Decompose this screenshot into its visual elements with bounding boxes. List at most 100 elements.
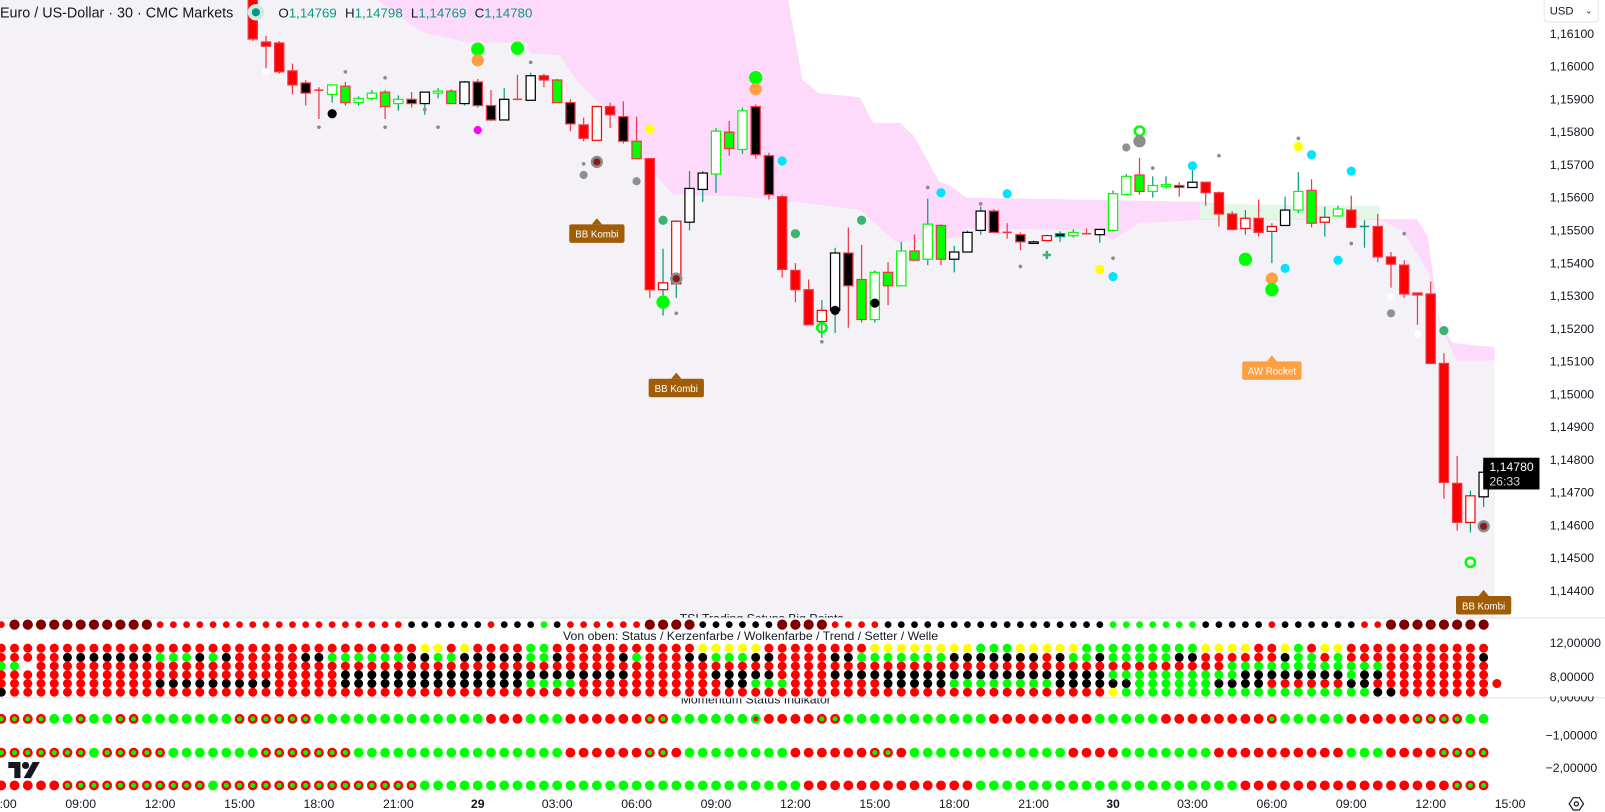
status-dot bbox=[883, 661, 893, 671]
status-dot bbox=[579, 687, 589, 697]
candle bbox=[1266, 223, 1278, 264]
panel2-axis-label: 0,00000 bbox=[1549, 696, 1595, 705]
status-dot bbox=[1439, 687, 1449, 697]
status-dot bbox=[287, 643, 297, 653]
time-axis-label: 15:00 bbox=[224, 796, 255, 812]
status-dot bbox=[115, 643, 125, 653]
status-dot bbox=[168, 643, 178, 653]
status-dot bbox=[142, 670, 152, 680]
tradingview-logo-icon[interactable] bbox=[8, 761, 41, 779]
status-dot bbox=[724, 747, 735, 758]
status-dot bbox=[327, 679, 337, 689]
market-open-dot-icon[interactable] bbox=[247, 4, 265, 21]
status-dot bbox=[102, 661, 112, 671]
status-dot bbox=[565, 747, 576, 758]
candle-body bbox=[1346, 209, 1357, 229]
status-dot bbox=[314, 687, 324, 697]
time-axis-label: 12:00 bbox=[1415, 796, 1447, 812]
status-dot bbox=[76, 687, 86, 697]
status-dot bbox=[737, 747, 748, 758]
status-dot bbox=[752, 621, 760, 629]
status-dot bbox=[923, 687, 933, 697]
status-dot bbox=[248, 652, 258, 662]
candle-body bbox=[551, 79, 563, 104]
status-dot bbox=[685, 661, 695, 671]
status-dot bbox=[618, 661, 628, 671]
status-dot-center bbox=[157, 750, 163, 756]
plus-marker bbox=[1042, 250, 1051, 260]
status-dot bbox=[1108, 713, 1118, 724]
candle-body bbox=[1068, 231, 1079, 237]
chart-settings-icon[interactable] bbox=[1568, 796, 1585, 812]
status-dot bbox=[1017, 621, 1024, 629]
status-dot bbox=[460, 670, 470, 680]
status-dot bbox=[870, 661, 880, 671]
time-axis-label: 18:00 bbox=[938, 796, 970, 812]
status-dot bbox=[234, 747, 245, 758]
status-dot bbox=[1227, 652, 1237, 662]
status-dot bbox=[367, 687, 377, 697]
status-dot bbox=[89, 679, 99, 689]
signal-label-box bbox=[648, 378, 704, 398]
price-axis-label: 1,15000 bbox=[1549, 387, 1595, 402]
gray-dot-marker bbox=[632, 177, 641, 186]
status-dot bbox=[301, 661, 311, 671]
gray-dot-marker bbox=[1386, 309, 1396, 318]
status-dot bbox=[525, 713, 536, 724]
status-dot bbox=[605, 643, 615, 653]
status-dot-center bbox=[237, 782, 242, 788]
status-dot bbox=[499, 780, 510, 791]
tiny-dot-marker bbox=[1150, 166, 1155, 170]
symbol-title[interactable]: Euro / US-Dollar · 30 · CMC Markets bbox=[0, 4, 234, 21]
candle bbox=[856, 244, 867, 323]
status-dot bbox=[460, 679, 470, 689]
status-dot bbox=[0, 687, 6, 697]
status-dot bbox=[1293, 687, 1303, 697]
status-dot-center bbox=[250, 716, 256, 722]
cyan-dot-marker bbox=[1346, 166, 1356, 176]
status-dot bbox=[1095, 670, 1105, 680]
status-dot bbox=[354, 670, 364, 680]
status-dot bbox=[195, 670, 205, 680]
status-dot bbox=[182, 670, 192, 680]
status-dot bbox=[1333, 713, 1343, 724]
status-dot bbox=[671, 687, 681, 697]
status-dot bbox=[527, 621, 535, 629]
status-dot bbox=[208, 643, 218, 653]
status-dot bbox=[1399, 713, 1410, 724]
status-dot bbox=[1399, 670, 1409, 680]
status-dot bbox=[990, 621, 998, 629]
status-dot bbox=[62, 670, 72, 680]
status-row bbox=[0, 661, 1489, 671]
status-dot bbox=[1346, 687, 1356, 697]
status-dot-center bbox=[170, 782, 176, 788]
status-dot bbox=[884, 621, 892, 629]
status-dot bbox=[804, 652, 814, 662]
status-dot bbox=[433, 687, 443, 697]
status-dot-center bbox=[51, 750, 57, 756]
status-dot bbox=[883, 679, 893, 689]
status-dot bbox=[35, 619, 47, 630]
status-dot bbox=[1280, 679, 1290, 689]
status-dot bbox=[512, 679, 522, 689]
status-dot bbox=[301, 670, 311, 680]
candle-body bbox=[869, 271, 881, 321]
status-dot bbox=[1412, 780, 1423, 791]
status-dot-center bbox=[660, 716, 666, 722]
status-dot bbox=[579, 643, 589, 653]
status-dot bbox=[1121, 652, 1131, 662]
cyan-dot-marker bbox=[1280, 263, 1290, 274]
currency-selector[interactable]: USD ⌄ bbox=[1543, 0, 1599, 23]
status-dot bbox=[407, 687, 417, 697]
status-dot bbox=[0, 621, 5, 629]
status-dot bbox=[102, 679, 112, 689]
tiny-dot-marker bbox=[528, 60, 533, 65]
status-dot bbox=[923, 679, 933, 689]
status-dot bbox=[830, 780, 841, 791]
status-dot bbox=[0, 780, 7, 791]
status-dot bbox=[949, 670, 959, 680]
status-dot bbox=[1320, 661, 1330, 671]
time-axis-label: 29 bbox=[470, 796, 485, 812]
